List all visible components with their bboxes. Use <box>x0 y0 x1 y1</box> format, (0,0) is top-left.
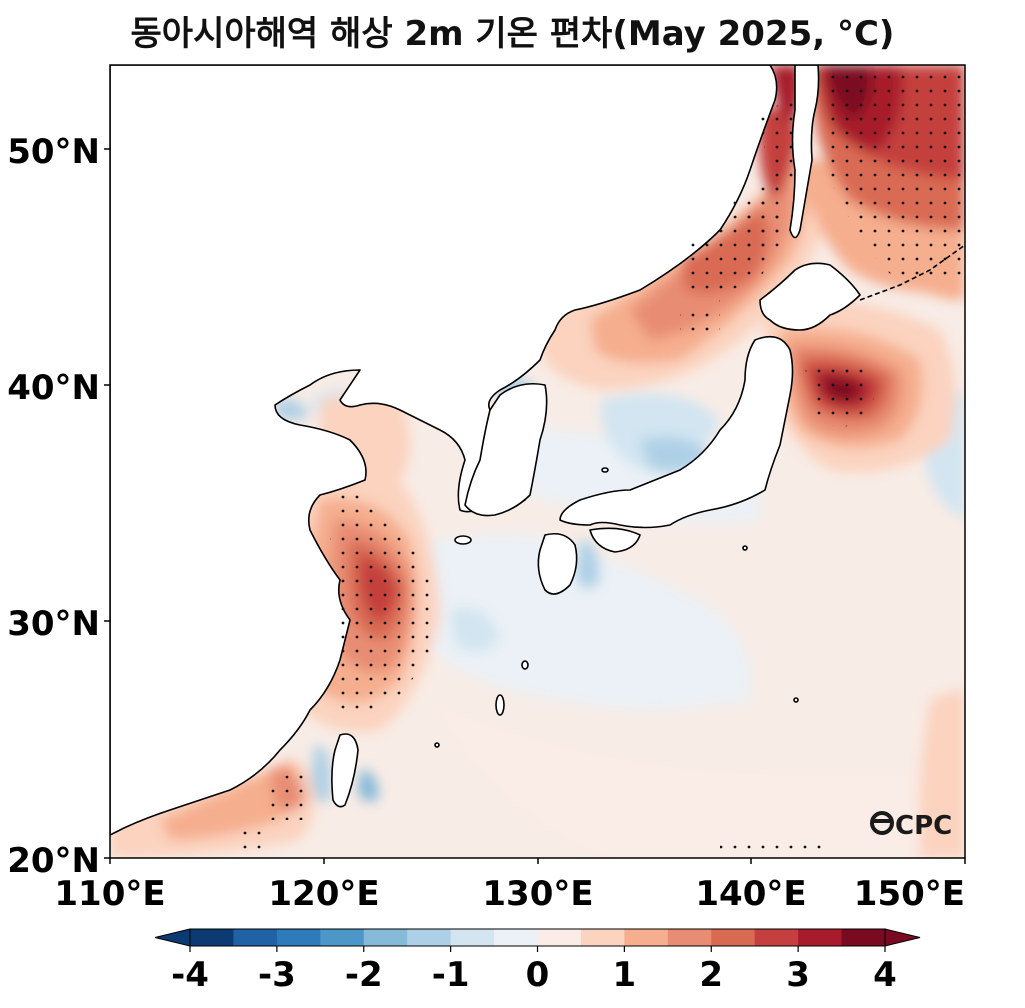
colorbar-tick-label: 2 <box>699 955 723 995</box>
significance-stippling <box>235 65 965 858</box>
colorbar-cell <box>363 929 408 946</box>
watermark-text: CPC <box>895 811 952 841</box>
lat-tick-label: 20°N <box>7 841 100 881</box>
lon-tick-label: 130°E <box>482 874 593 914</box>
colorbar-cell <box>624 929 669 946</box>
anomaly-field: CPC <box>110 65 965 858</box>
lon-tick-label: 140°E <box>695 874 806 914</box>
colorbar-tick-label: -4 <box>171 955 209 995</box>
colorbar-cell <box>233 929 278 946</box>
colorbar-cell <box>450 929 495 946</box>
lon-tick-label: 120°E <box>268 874 379 914</box>
colorbar-cells <box>190 929 886 946</box>
lat-tick-label: 30°N <box>7 604 100 644</box>
colorbar-tick-label: 0 <box>526 955 550 995</box>
colorbar-extend-min <box>154 928 191 947</box>
lon-tick-label: 150°E <box>854 874 965 914</box>
colorbar-cell <box>537 929 582 946</box>
colorbar-cell <box>190 929 234 946</box>
lat-tick-label: 50°N <box>7 132 100 172</box>
colorbar-tick-label: -1 <box>432 955 470 995</box>
colorbar-cell <box>320 929 365 946</box>
colorbar-tick-label: -3 <box>258 955 296 995</box>
land <box>110 65 861 836</box>
colorbar-cell <box>276 929 321 946</box>
colorbar: -4 -3 -2 -1 0 1 2 3 4 <box>154 928 921 995</box>
colorbar-ticks: -4 -3 -2 -1 0 1 2 3 4 <box>171 946 897 995</box>
colorbar-tick-label: 4 <box>873 955 897 995</box>
colorbar-cell <box>580 929 625 946</box>
lat-tick-label: 40°N <box>7 368 100 408</box>
lat-axis: 20°N 30°N 40°N 50°N <box>7 132 110 881</box>
colorbar-cell <box>841 929 886 946</box>
cpc-logo: CPC <box>870 811 952 841</box>
colorbar-cell <box>798 929 843 946</box>
colorbar-extend-max <box>884 928 921 947</box>
colorbar-tick-label: 3 <box>786 955 810 995</box>
colorbar-cell <box>754 929 799 946</box>
colorbar-tick-label: 1 <box>613 955 637 995</box>
lon-axis: 110°E 120°E 130°E 140°E 150°E <box>54 858 966 914</box>
map-title: 동아시아해역 해상 2m 기온 편차(May 2025, °C) <box>130 14 895 54</box>
colorbar-cell <box>407 929 452 946</box>
colorbar-cell <box>667 929 712 946</box>
colorbar-cell <box>711 929 756 946</box>
colorbar-tick-label: -2 <box>345 955 383 995</box>
lon-tick-label: 110°E <box>54 874 165 914</box>
colorbar-cell <box>494 929 538 946</box>
